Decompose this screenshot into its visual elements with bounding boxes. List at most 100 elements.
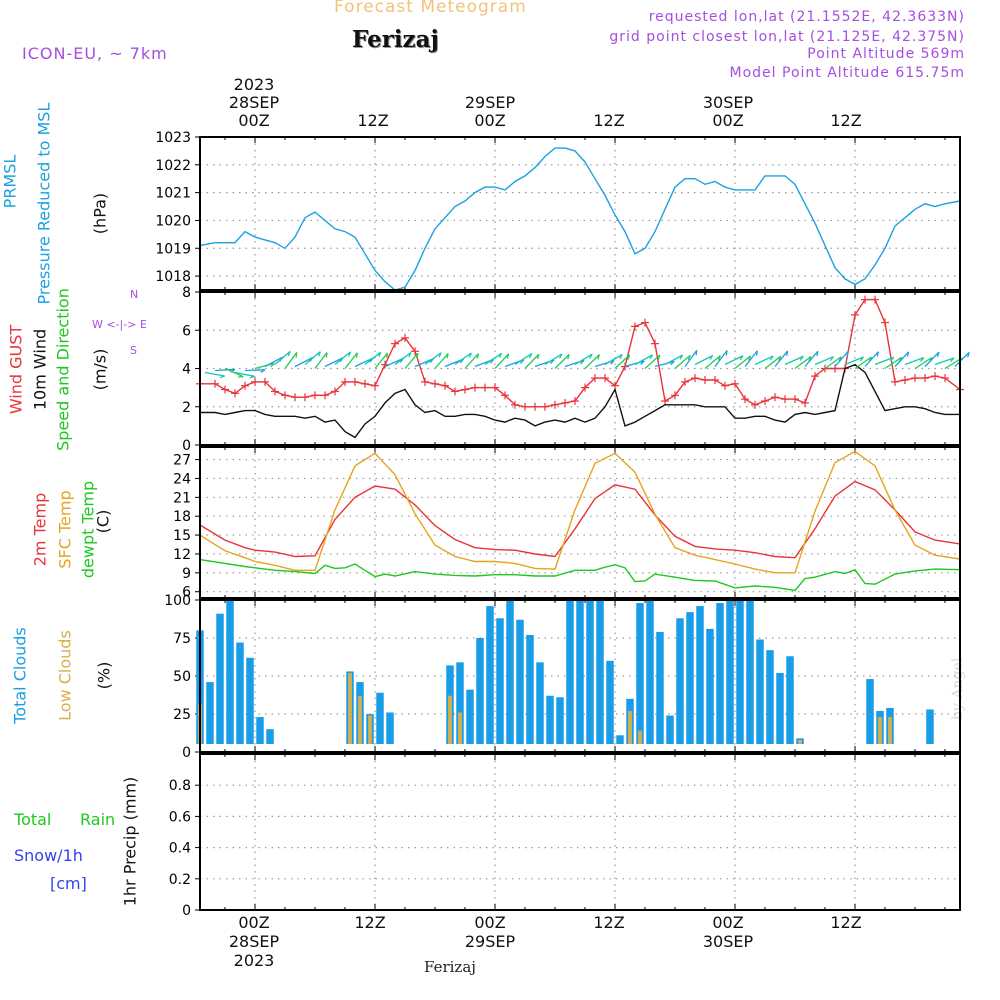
wind-arrow-head	[670, 360, 675, 366]
series-line-2m-temp	[199, 480, 961, 559]
footer-station: Ferizaj	[424, 958, 476, 976]
bar-total-clouds	[586, 600, 594, 744]
bar-total-clouds	[556, 697, 564, 744]
wind-arrow-head	[249, 375, 255, 379]
y-tick-label: 0	[182, 745, 191, 761]
wind-arrow	[904, 357, 925, 366]
wind-arrow	[744, 350, 758, 367]
wind-arrow	[934, 357, 955, 366]
wind-arrow-head	[876, 351, 880, 357]
y-tick-label: 18	[173, 509, 191, 525]
bottom-hour-00z-1: 00Z	[238, 913, 270, 932]
wind-arrow-head	[287, 351, 291, 357]
bar-low-clouds	[458, 712, 462, 744]
bottom-hour-12z-2: 12Z	[593, 913, 625, 932]
y-tick-label: 1023	[155, 130, 191, 146]
wind-arrow	[424, 352, 442, 366]
wind-arrow	[894, 351, 910, 367]
wind-arrow-head	[219, 375, 225, 379]
model-altitude: Model Point Altitude 615.75m	[729, 65, 965, 81]
y-tick-label: 27	[173, 453, 191, 469]
wind-arrow	[524, 353, 540, 369]
wind-arrow	[684, 349, 698, 367]
series-line-wind-gust	[200, 298, 961, 408]
compass-we: W <-|-> E	[92, 318, 147, 331]
wind-arrow	[454, 352, 472, 366]
series-line-10m-wind	[200, 363, 960, 439]
wind-arrow	[624, 360, 645, 368]
wind-arrow	[784, 355, 804, 366]
bar-low-clouds	[368, 715, 372, 744]
bar-total-clouds	[676, 618, 684, 744]
wind-arrow-head	[709, 355, 714, 360]
wind-arrow-head	[536, 353, 540, 360]
wind-arrow	[854, 356, 872, 370]
wind-arrow-head	[489, 358, 495, 364]
wind-arrow-head	[408, 352, 412, 358]
bottom-date-28sep: 28SEP	[228, 932, 280, 951]
wind-arrow-head	[687, 355, 691, 361]
bar-total-clouds	[486, 606, 494, 744]
bar-total-clouds	[506, 600, 514, 744]
wind-arrow	[544, 353, 563, 366]
wind-arrow-head	[640, 360, 645, 365]
wind-arrow	[584, 354, 600, 369]
wind-arrow-head	[816, 351, 819, 357]
closest-coords: grid point closest lon,lat (21.125E, 42.…	[609, 29, 965, 45]
y-tick-label: 15	[173, 528, 191, 544]
wind-arrow	[604, 353, 623, 366]
bar-total-clouds	[606, 660, 614, 744]
wind-arrow-head	[260, 369, 266, 373]
bar-total-clouds	[706, 628, 714, 744]
top-hour-00z-2: 00Z	[474, 111, 506, 130]
top-date-30sep: 30SEP	[702, 93, 754, 112]
wind-arrow	[374, 352, 389, 369]
bar-low-clouds	[448, 695, 452, 744]
wind-arrow-head	[627, 354, 631, 360]
wind-arrow-head	[748, 355, 752, 361]
bar-total-clouds	[646, 600, 654, 744]
label-cm: [cm]	[50, 874, 87, 893]
top-hour-12z-3: 12Z	[830, 111, 862, 130]
wind-arrow	[494, 353, 510, 369]
y-tick-label: 2	[182, 400, 191, 416]
wind-arrow	[824, 356, 842, 370]
bar-total-clouds	[476, 638, 484, 744]
wind-arrow	[324, 357, 344, 368]
y-tick-label: 24	[173, 471, 191, 487]
bar-total-clouds	[566, 600, 574, 744]
bar-total-clouds	[546, 695, 554, 744]
wind-arrow-head	[695, 350, 698, 356]
bar-total-clouds	[656, 631, 664, 744]
wind-arrow-head	[378, 351, 382, 358]
y-tick-label: 8	[182, 285, 191, 301]
bar-total-clouds	[756, 639, 764, 744]
wind-arrow	[284, 351, 298, 369]
panel-frame	[199, 136, 961, 291]
wind-arrow	[234, 371, 255, 377]
y-tick-label: 12	[173, 547, 191, 563]
wind-arrow	[394, 351, 412, 366]
bar-total-clouds	[516, 619, 524, 744]
wind-arrow	[484, 352, 502, 366]
top-hour-00z-1: 00Z	[238, 111, 270, 130]
series-line-prmsl	[199, 147, 961, 291]
wind-arrow-head	[808, 356, 812, 362]
wind-arrow	[204, 371, 225, 377]
wind-arrow	[224, 367, 244, 378]
series-line-dewpt-temp	[199, 558, 961, 592]
wind-arrow	[844, 356, 864, 366]
wind-arrow-head	[589, 353, 593, 359]
wind-arrow-head	[355, 352, 358, 358]
wind-arrow	[674, 354, 691, 369]
wind-arrow-head	[386, 352, 389, 358]
wind-arrow	[724, 355, 744, 366]
series-line-sfc-temp	[199, 450, 961, 574]
wind-arrow	[754, 355, 774, 366]
wind-arrow-head	[446, 353, 449, 359]
wind-arrow	[314, 352, 328, 369]
bar-low-clouds	[878, 717, 882, 744]
bar-total-clouds	[776, 672, 784, 744]
wind-arrow	[274, 350, 291, 365]
wind-arrow-head	[498, 353, 503, 359]
